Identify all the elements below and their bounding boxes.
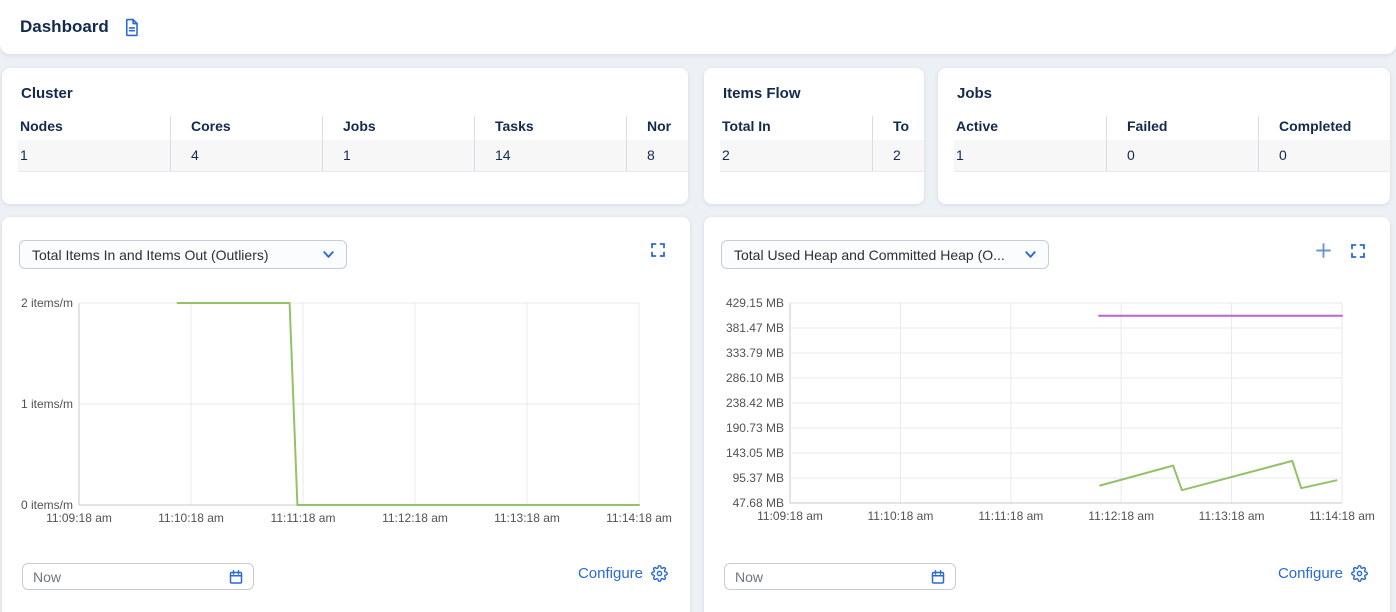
items-flow-table: Total In To 2 2	[720, 116, 924, 172]
column-header: Tasks	[474, 116, 626, 140]
svg-text:11:10:18 am: 11:10:18 am	[158, 511, 224, 525]
expand-icon	[1350, 243, 1366, 259]
stat-value: 8	[626, 140, 688, 171]
heap-chart[interactable]: 11:09:18 am 11:10:18 am 11:11:18 am 11:12:1…	[704, 287, 1390, 537]
chevron-down-icon	[321, 247, 336, 262]
svg-text:11:13:18 am: 11:13:18 am	[1199, 509, 1265, 523]
page-title: Dashboard	[20, 17, 109, 36]
column-header: Cores	[170, 116, 322, 140]
gear-icon	[1351, 565, 1368, 582]
svg-text:381.47 MB: 381.47 MB	[726, 321, 784, 335]
column-header: Total In	[722, 118, 771, 134]
configure-label: Configure	[577, 565, 643, 582]
metric-dropdown-label: Total Used Heap and Committed Heap (O...	[734, 246, 1005, 263]
column-header: Jobs	[322, 116, 474, 140]
table-row: 2 2	[720, 140, 924, 172]
items-flow-chart[interactable]: 11:09:18 am 11:10:18 am 11:11:18 am 11:12:1…	[2, 287, 690, 537]
stat-value: 0	[1258, 140, 1376, 171]
table-row: 1 4 1 14 8	[18, 140, 688, 172]
svg-text:1 items/m: 1 items/m	[21, 397, 73, 411]
add-chart-button[interactable]	[1315, 242, 1332, 259]
gear-icon	[651, 565, 668, 582]
svg-text:286.10 MB: 286.10 MB	[726, 371, 784, 385]
stat-value: 0	[1106, 140, 1258, 171]
stat-value: 2	[872, 140, 924, 171]
time-input[interactable]	[735, 568, 930, 585]
document-icon[interactable]	[122, 18, 141, 37]
table-header-row: Total In To	[720, 116, 924, 140]
jobs-table: Active Failed Completed 1 0 0	[954, 116, 1390, 172]
svg-text:143.05 MB: 143.05 MB	[726, 446, 784, 460]
expand-button[interactable]	[1350, 243, 1366, 259]
items-flow-card: Items Flow Total In To 2 2	[704, 68, 924, 204]
svg-text:0 items/m: 0 items/m	[21, 498, 73, 512]
svg-text:2 items/m: 2 items/m	[21, 296, 73, 310]
svg-text:238.42 MB: 238.42 MB	[726, 396, 784, 410]
calendar-icon[interactable]	[228, 569, 244, 585]
jobs-card: Jobs Active Failed Completed 1 0 0	[938, 68, 1390, 204]
column-header: Failed	[1106, 116, 1258, 140]
svg-text:95.37 MB: 95.37 MB	[733, 471, 784, 485]
metric-dropdown[interactable]: Total Items In and Items Out (Outliers)	[19, 240, 347, 269]
column-header: Nodes	[20, 118, 63, 134]
expand-icon	[650, 242, 666, 258]
chart-cards-row: Total Items In and Items Out (Outliers) …	[2, 217, 1396, 612]
stat-value: 2	[722, 147, 730, 163]
stat-value: 1	[956, 147, 964, 163]
items-chart-card: Total Items In and Items Out (Outliers) …	[2, 217, 690, 612]
svg-text:11:14:18 am: 11:14:18 am	[1309, 509, 1375, 523]
items-flow-card-title: Items Flow	[723, 85, 801, 102]
configure-label: Configure	[1277, 565, 1343, 582]
svg-text:11:13:18 am: 11:13:18 am	[494, 511, 560, 525]
column-header: To	[872, 116, 924, 140]
metric-dropdown[interactable]: Total Used Heap and Committed Heap (O...	[721, 240, 1049, 269]
svg-text:11:12:18 am: 11:12:18 am	[382, 511, 448, 525]
cluster-card: Cluster Nodes Cores Jobs Tasks Nor 1 4 1…	[2, 68, 688, 204]
table-header-row: Nodes Cores Jobs Tasks Nor	[18, 116, 688, 140]
time-picker[interactable]	[22, 563, 254, 590]
column-header: Active	[956, 118, 999, 134]
stat-value: 4	[170, 140, 322, 171]
heap-chart-card: Total Used Heap and Committed Heap (O...…	[704, 217, 1390, 612]
svg-text:190.73 MB: 190.73 MB	[726, 421, 784, 435]
svg-text:11:12:18 am: 11:12:18 am	[1088, 509, 1154, 523]
time-input[interactable]	[33, 568, 228, 585]
jobs-card-title: Jobs	[957, 85, 993, 102]
plus-icon	[1315, 242, 1332, 259]
page-header: Dashboard	[0, 0, 1396, 54]
column-header: Nor	[626, 116, 688, 140]
svg-text:11:11:18 am: 11:11:18 am	[978, 509, 1043, 523]
expand-button[interactable]	[650, 242, 666, 258]
stat-value: 1	[20, 147, 28, 163]
svg-text:11:09:18 am: 11:09:18 am	[46, 511, 112, 525]
calendar-icon[interactable]	[930, 569, 946, 585]
stat-value: 14	[474, 140, 626, 171]
table-row: 1 0 0	[954, 140, 1390, 172]
svg-text:11:09:18 am: 11:09:18 am	[757, 509, 823, 523]
svg-text:47.68 MB: 47.68 MB	[733, 496, 784, 510]
configure-link[interactable]: Configure	[578, 565, 668, 582]
metric-dropdown-label: Total Items In and Items Out (Outliers)	[32, 246, 269, 263]
cluster-card-title: Cluster	[21, 85, 73, 102]
stat-value: 1	[322, 140, 474, 171]
table-header-row: Active Failed Completed	[954, 116, 1390, 140]
chevron-down-icon	[1023, 247, 1038, 262]
stat-cards-row: Cluster Nodes Cores Jobs Tasks Nor 1 4 1…	[2, 68, 1396, 204]
cluster-table: Nodes Cores Jobs Tasks Nor 1 4 1 14 8	[18, 116, 688, 172]
svg-text:11:14:18 am: 11:14:18 am	[606, 511, 672, 525]
configure-link[interactable]: Configure	[1278, 565, 1368, 582]
svg-text:11:11:18 am: 11:11:18 am	[271, 511, 336, 525]
time-picker[interactable]	[724, 563, 956, 590]
svg-text:333.79 MB: 333.79 MB	[726, 346, 784, 360]
column-header: Completed	[1258, 116, 1376, 140]
svg-text:429.15 MB: 429.15 MB	[726, 296, 784, 310]
svg-text:11:10:18 am: 11:10:18 am	[867, 509, 933, 523]
